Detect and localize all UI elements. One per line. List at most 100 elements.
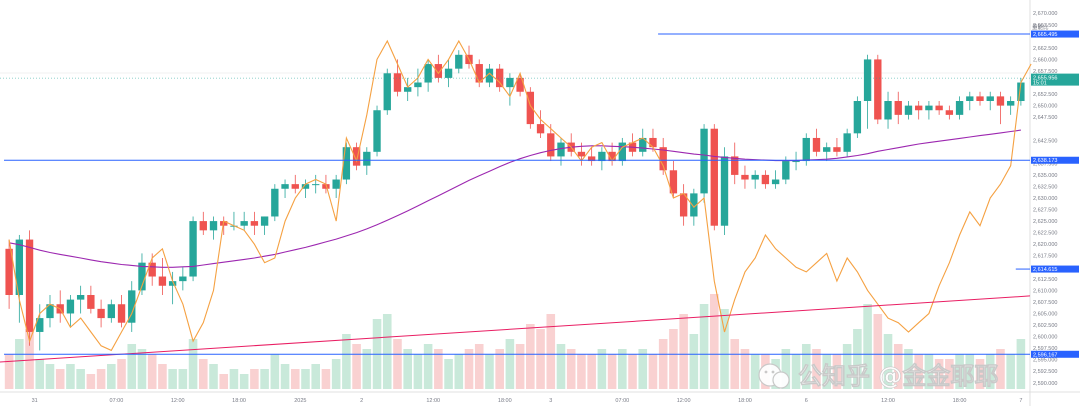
price-tick-label: 2,597.500 — [1033, 346, 1057, 352]
volume-bar — [720, 309, 729, 389]
candle-body — [659, 147, 667, 171]
candle-body — [925, 105, 933, 111]
time-tick-label: 18:00 — [953, 398, 967, 404]
price-tick-label: 2,657.500 — [1033, 69, 1057, 75]
candle-body — [5, 248, 13, 295]
time-axis[interactable]: 31 07:00 12:00 18:00 2025 2 12:00 18:00 3 07:00 12… — [32, 398, 1023, 404]
price-tick-label: 2,642.500 — [1033, 138, 1057, 144]
volume-bar — [689, 334, 699, 389]
volume-bar — [474, 344, 484, 389]
price-tick-label: 2,595.000 — [1033, 358, 1057, 364]
volume-bar — [280, 364, 290, 389]
volume-bar — [229, 369, 239, 389]
candle-body — [138, 262, 146, 291]
candle-body — [935, 105, 943, 111]
current-price-tag: 2,655.956 — [1033, 76, 1057, 82]
volume-bar — [1016, 339, 1026, 389]
candle-body — [312, 184, 320, 186]
time-tick-label: 12:00 — [677, 398, 691, 404]
volume-bar — [301, 369, 310, 389]
volume-bar — [454, 354, 464, 389]
time-tick-label: 2025 — [294, 398, 306, 404]
time-tick-label: 12:00 — [171, 398, 185, 404]
volume-bar — [1006, 354, 1015, 389]
volume-bar — [526, 324, 535, 389]
volume-bar — [219, 374, 229, 389]
price-tick-label: 2,602.500 — [1033, 323, 1057, 329]
price-tick-label: 2,622.500 — [1033, 231, 1057, 237]
volume-bar — [904, 349, 913, 389]
volume-bar — [853, 329, 862, 389]
candle-body — [179, 276, 187, 282]
volume-bar — [975, 359, 985, 389]
candle-body — [700, 128, 708, 194]
candle-body — [76, 295, 85, 300]
candle-body — [363, 151, 371, 166]
volume-bar — [127, 344, 137, 389]
candle-body — [475, 64, 483, 83]
candle-body — [414, 82, 422, 88]
volume-bar — [434, 349, 443, 389]
candle-body — [833, 147, 841, 152]
watermark-logo: 公知乎 @金金耶耶 — [758, 362, 999, 390]
price-tick-label: 2,667.500 — [1033, 23, 1057, 29]
volume-bar — [321, 369, 331, 389]
candle-body — [260, 216, 269, 226]
time-tick-label: 31 — [32, 398, 38, 404]
volume-bar — [607, 354, 617, 389]
candlesticks — [5, 45, 1025, 351]
time-tick-label: 3 — [549, 398, 552, 404]
candle-body — [495, 68, 504, 88]
volume-bar — [35, 359, 45, 389]
volume-bar — [15, 339, 24, 389]
price-tick-label: 2,620.000 — [1033, 242, 1057, 248]
volume-bar — [812, 349, 821, 389]
price-tick-label: 2,670.000 — [1033, 11, 1057, 17]
candle-body — [751, 174, 759, 180]
volume-bar — [188, 339, 198, 389]
price-axis[interactable]: 2,670.000 2,667.500 2,662.500 2,660.000 2,65… — [1033, 11, 1057, 387]
volume-bar — [485, 354, 494, 389]
candle-body — [639, 137, 647, 152]
volume-bar — [658, 339, 668, 389]
candle-body — [66, 299, 75, 314]
top-indicator-label: 量能比 — [1032, 23, 1049, 31]
candle-body — [332, 179, 340, 189]
current-price-tag-bg — [1031, 73, 1079, 86]
current-price-time: 15:01 — [1033, 81, 1047, 87]
volume-bar — [4, 354, 14, 389]
price-tick-label: 2,600.000 — [1033, 335, 1057, 341]
volume-bar — [556, 344, 566, 389]
candle-body — [976, 96, 984, 101]
price-tick-label: 2,632.500 — [1033, 184, 1057, 190]
candle-body — [720, 156, 729, 226]
volume-bar — [781, 349, 791, 389]
volume-bar — [587, 354, 596, 389]
volume-bar — [842, 344, 852, 389]
volume-bar — [444, 359, 453, 389]
candle-body — [526, 91, 535, 125]
volume-bar — [832, 354, 842, 389]
svg-text:公知乎 @金金耶耶: 公知乎 @金金耶耶 — [798, 362, 998, 390]
volume-bar — [566, 349, 576, 389]
volume-bar — [873, 314, 883, 389]
candle-body — [577, 151, 586, 157]
candle-body — [168, 281, 177, 286]
candle-body — [301, 184, 310, 189]
trend-line — [0, 295, 1031, 363]
candle-body — [46, 304, 54, 319]
candle-body — [383, 73, 391, 111]
volume-bar — [260, 369, 269, 389]
time-tick-label: 18:00 — [498, 398, 512, 404]
time-tick-label: 18:00 — [232, 398, 246, 404]
volume-bar — [178, 369, 188, 389]
candle-body — [782, 161, 790, 180]
volume-bar — [648, 354, 658, 389]
price-tick-label: 2,662.500 — [1033, 46, 1057, 52]
candle-body — [1006, 101, 1015, 106]
volume-bar — [597, 349, 607, 389]
volume-bar — [515, 344, 525, 389]
candle-body — [690, 193, 698, 217]
candle-body — [25, 239, 34, 332]
